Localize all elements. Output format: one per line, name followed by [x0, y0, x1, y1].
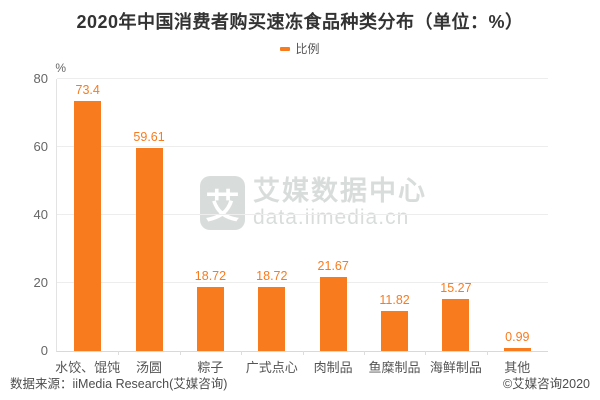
bar-value-label: 18.72 — [256, 269, 288, 284]
gridline — [57, 282, 548, 283]
x-axis-tick — [363, 351, 365, 355]
bar — [74, 101, 102, 351]
watermark-logo-icon: 艾 — [200, 176, 245, 230]
watermark-url: data.iimedia.cn — [253, 206, 410, 229]
bar-value-label: 59.61 — [133, 130, 165, 145]
bar — [442, 299, 470, 351]
watermark-text: 艾媒数据中心 data.iimedia.cn — [253, 176, 427, 230]
data-source-note: 数据来源：iiMedia Research(艾媒咨询) — [10, 377, 228, 391]
bar — [196, 287, 224, 351]
gridline — [57, 146, 548, 147]
bar — [381, 310, 409, 351]
bar-value-label: 21.67 — [317, 259, 349, 274]
y-tick-label: 0 — [40, 343, 48, 358]
x-axis-tick — [302, 351, 304, 355]
x-category-label: 其他 — [504, 360, 531, 375]
bar — [135, 148, 163, 351]
y-tick-label: 20 — [33, 275, 48, 290]
bar-value-label: 18.72 — [194, 269, 227, 284]
x-category-label: 鱼糜制品 — [368, 360, 421, 375]
x-axis-tick — [241, 351, 243, 355]
y-axis-unit-label: % — [55, 61, 66, 75]
y-tick-label: 80 — [33, 71, 48, 86]
bar-value-label: 73.4 — [75, 83, 100, 98]
x-category-label: 汤圆 — [136, 360, 163, 375]
x-axis-tick — [118, 351, 120, 355]
copyright-note: ©艾媒咨询2020 — [502, 377, 590, 391]
watermark-name: 艾媒数据中心 — [253, 176, 427, 206]
x-category-label: 广式点心 — [245, 360, 298, 375]
x-axis-tick — [179, 351, 181, 355]
x-axis-tick — [425, 351, 427, 355]
x-category-label: 水饺、馄饨 — [55, 360, 121, 375]
watermark: 艾 艾媒数据中心 data.iimedia.cn — [200, 176, 427, 230]
bar-value-label: 0.99 — [505, 329, 530, 344]
y-tick-label: 60 — [33, 139, 48, 154]
gridline — [57, 78, 548, 79]
x-category-label: 肉制品 — [313, 360, 353, 375]
y-tick-label: 40 — [33, 207, 48, 222]
plot-area: 73.4 水饺、馄饨 59.61 汤圆 18.72 粽子 18.72 广式点心 21.67 肉制品… — [55, 78, 548, 375]
x-category-label: 海鲜制品 — [429, 360, 482, 375]
legend-marker-icon — [280, 46, 291, 51]
x-category-label: 粽子 — [197, 360, 224, 375]
legend-label: 比例 — [295, 42, 320, 56]
bar-value-label: 15.27 — [440, 281, 472, 296]
bar-value-label: 11.82 — [379, 292, 410, 307]
bar — [258, 287, 286, 351]
bar — [319, 277, 347, 351]
legend: 比例 — [0, 40, 600, 57]
chart-title: 2020年中国消费者购买速冻食品种类分布（单位：%） — [76, 12, 524, 32]
gridline — [57, 214, 548, 215]
x-axis-tick — [486, 351, 488, 355]
bar — [503, 347, 531, 351]
